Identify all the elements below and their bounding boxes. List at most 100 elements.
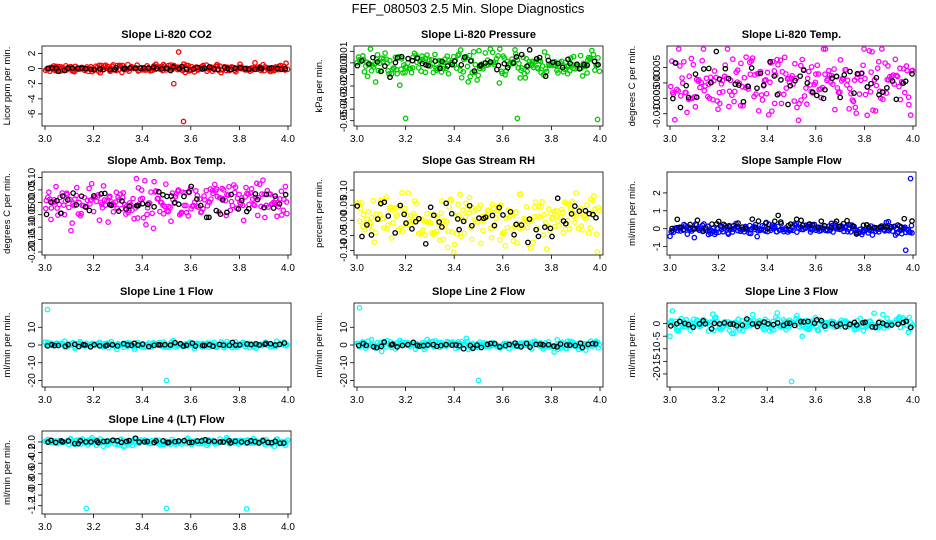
data-point [143, 221, 149, 228]
data-point [65, 341, 71, 348]
data-point [853, 322, 860, 328]
data-point [215, 66, 221, 73]
x-tick-label: 4.0 [281, 522, 295, 533]
data-point [220, 342, 227, 349]
data-point [830, 229, 836, 235]
data-point [96, 217, 103, 224]
chart-title: Slope Sample Flow [741, 155, 842, 167]
series-black [43, 183, 289, 221]
data-point [397, 202, 404, 209]
data-point [438, 210, 445, 217]
data-point [387, 74, 393, 81]
data-point [240, 217, 247, 224]
x-tick-label: 3.0 [663, 395, 677, 406]
data-point [569, 198, 575, 205]
outlier-point [594, 116, 601, 123]
data-point [848, 90, 854, 97]
data-point [700, 46, 707, 52]
y-tick-label: 0.005 [652, 55, 663, 80]
data-point [679, 75, 685, 81]
data-point [577, 52, 584, 59]
data-point [554, 213, 561, 219]
data-point [368, 232, 375, 238]
data-point [283, 199, 290, 205]
data-point [716, 76, 723, 83]
data-point [513, 239, 520, 246]
data-point [409, 57, 416, 64]
data-point [226, 342, 233, 349]
y-tick-label: -6 [27, 109, 38, 118]
data-point [82, 204, 89, 210]
data-point [414, 55, 420, 61]
data-point [873, 74, 880, 81]
data-point [448, 197, 455, 203]
x-tick-label: 3.8 [857, 134, 871, 145]
data-point [829, 320, 836, 327]
data-point [46, 189, 52, 195]
data-point [713, 48, 720, 55]
data-point [582, 207, 589, 214]
x-tick-label: 3.2 [87, 522, 101, 533]
data-point [225, 192, 232, 199]
data-point [392, 230, 399, 236]
data-point [108, 202, 115, 209]
data-point [742, 225, 749, 231]
data-point [383, 194, 389, 201]
data-point [189, 439, 195, 446]
data-point [833, 218, 840, 225]
data-point [194, 64, 201, 71]
data-point [729, 92, 735, 99]
data-point [168, 218, 174, 225]
data-point [862, 319, 869, 326]
data-point [436, 219, 442, 225]
data-point [188, 183, 195, 190]
data-point [405, 60, 411, 66]
data-point [126, 203, 133, 210]
data-point [563, 345, 570, 352]
data-point [385, 213, 392, 219]
y-tick-label: -0.10 [339, 239, 350, 262]
data-point [448, 210, 455, 217]
data-point [787, 221, 794, 228]
data-point [57, 194, 63, 201]
y-axis-label: degrees C per min. [2, 173, 13, 254]
data-point [468, 236, 475, 243]
data-point [205, 438, 212, 445]
data-point [815, 71, 822, 77]
y-axis-label: ml/min per min. [2, 313, 13, 378]
data-point [537, 341, 544, 348]
data-point [798, 217, 805, 224]
data-point [451, 241, 458, 248]
data-point [842, 324, 849, 330]
y-axis-label: ml/min per min. [627, 313, 638, 378]
data-point [847, 68, 853, 75]
data-point [278, 212, 285, 218]
data-point [73, 184, 80, 191]
data-point [770, 327, 777, 333]
data-point [91, 341, 98, 348]
data-point [370, 343, 377, 350]
x-tick-label: 3.0 [350, 134, 364, 145]
data-point [900, 319, 907, 326]
data-point [898, 224, 905, 230]
data-point [43, 211, 50, 218]
data-point [456, 342, 463, 349]
data-point [185, 212, 192, 219]
data-point [760, 82, 767, 88]
data-point [478, 344, 485, 351]
data-point [667, 83, 674, 90]
data-point [591, 58, 598, 65]
data-point [763, 220, 769, 226]
series-all [354, 46, 603, 123]
data-point [677, 104, 684, 111]
data-point [674, 216, 681, 223]
x-tick-label: 3.6 [496, 395, 510, 406]
data-point [866, 224, 872, 231]
data-point [224, 65, 231, 72]
data-point [809, 222, 815, 228]
data-point [758, 92, 765, 98]
data-point [422, 232, 429, 239]
data-point [786, 320, 793, 327]
data-point [362, 226, 368, 233]
